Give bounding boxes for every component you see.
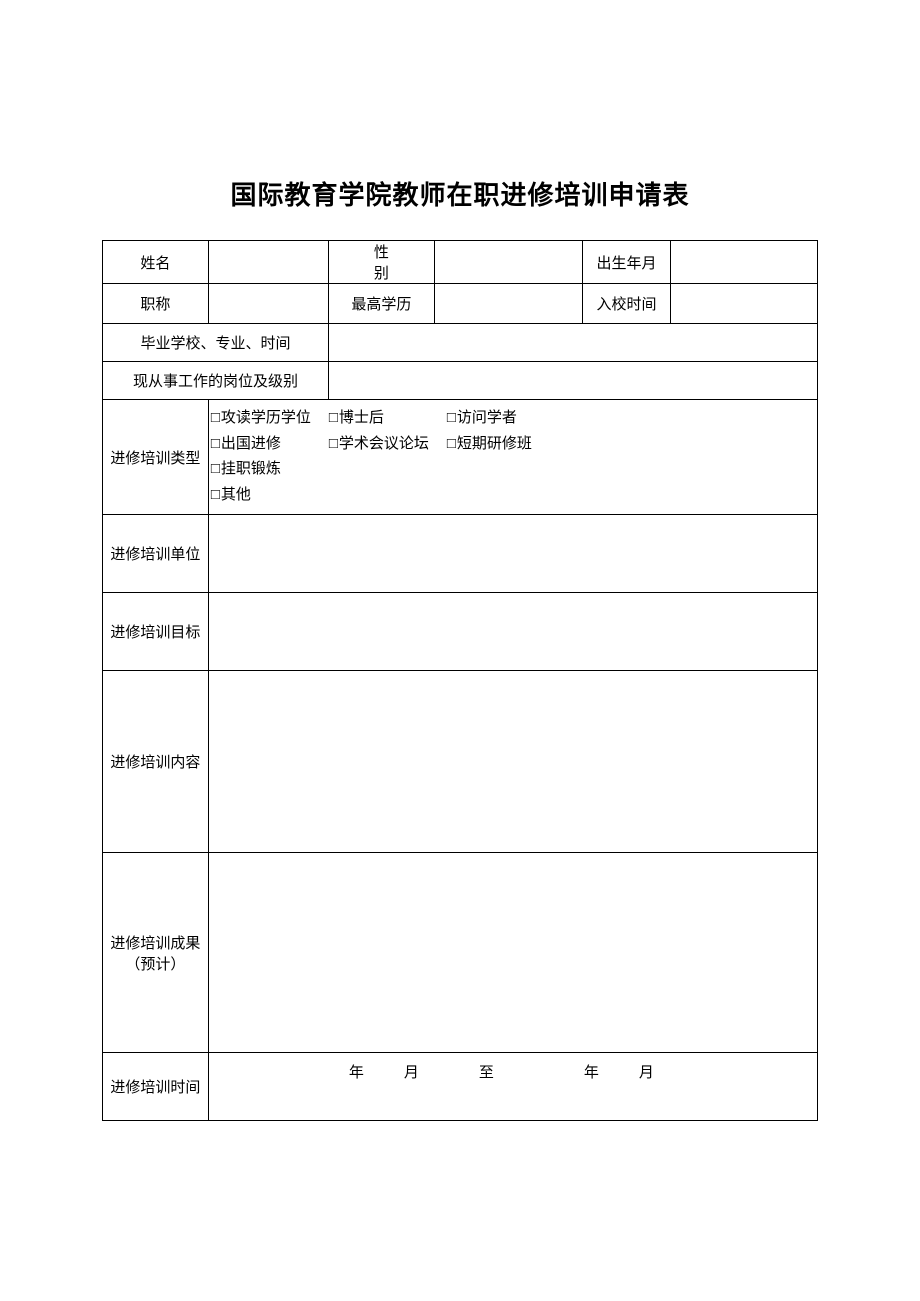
table-row: 进修培训内容 xyxy=(103,671,818,853)
label-train-type: 进修培训类型 xyxy=(103,400,209,515)
checkbox-icon: □ xyxy=(329,432,338,458)
label-grad-info: 毕业学校、专业、时间 xyxy=(103,324,329,362)
value-position[interactable] xyxy=(328,362,817,400)
label-train-content: 进修培训内容 xyxy=(103,671,209,853)
table-row: 进修培训单位 xyxy=(103,515,818,593)
label-education: 最高学历 xyxy=(328,284,434,324)
value-grad-info[interactable] xyxy=(328,324,817,362)
value-train-result[interactable] xyxy=(208,853,817,1053)
table-row: 进修培训类型 □攻读学历学位 □博士后 □访问学者 □出国进修 □学术会议论坛 … xyxy=(103,400,818,515)
value-gender[interactable] xyxy=(434,241,582,284)
checkbox-option[interactable]: □攻读学历学位 xyxy=(211,406,329,432)
value-train-content[interactable] xyxy=(208,671,817,853)
value-education[interactable] xyxy=(434,284,582,324)
checkbox-option[interactable]: □出国进修 xyxy=(211,432,329,458)
application-form-table: 姓名 性 别 出生年月 职称 最高学历 入校时间 毕业学校、专业、时间 现从事工… xyxy=(102,240,818,1121)
checkbox-option[interactable]: □博士后 xyxy=(329,406,447,432)
checkbox-option[interactable]: □访问学者 xyxy=(447,406,577,432)
label-gender: 性 别 xyxy=(328,241,434,284)
value-join-date[interactable] xyxy=(671,284,818,324)
value-train-goal[interactable] xyxy=(208,593,817,671)
label-name: 姓名 xyxy=(103,241,209,284)
checkbox-icon: □ xyxy=(211,483,220,509)
value-birth[interactable] xyxy=(671,241,818,284)
checkbox-icon: □ xyxy=(211,457,220,483)
value-title-rank[interactable] xyxy=(208,284,328,324)
label-train-goal: 进修培训目标 xyxy=(103,593,209,671)
form-title: 国际教育学院教师在职进修培训申请表 xyxy=(102,175,818,212)
value-name[interactable] xyxy=(208,241,328,284)
label-birth: 出生年月 xyxy=(582,241,671,284)
label-join-date: 入校时间 xyxy=(582,284,671,324)
checkbox-icon: □ xyxy=(329,406,338,432)
table-row: 姓名 性 别 出生年月 xyxy=(103,241,818,284)
label-train-result: 进修培训成果 （预计） xyxy=(103,853,209,1053)
table-row: 现从事工作的岗位及级别 xyxy=(103,362,818,400)
checkbox-icon: □ xyxy=(211,432,220,458)
checkbox-option[interactable]: □挂职锻炼 xyxy=(211,457,329,483)
checkbox-option[interactable]: □短期研修班 xyxy=(447,432,577,458)
value-train-type: □攻读学历学位 □博士后 □访问学者 □出国进修 □学术会议论坛 □短期研修班 … xyxy=(208,400,817,515)
label-train-unit: 进修培训单位 xyxy=(103,515,209,593)
table-row: 毕业学校、专业、时间 xyxy=(103,324,818,362)
checkbox-icon: □ xyxy=(447,432,456,458)
label-position: 现从事工作的岗位及级别 xyxy=(103,362,329,400)
table-row: 进修培训目标 xyxy=(103,593,818,671)
checkbox-option[interactable]: □学术会议论坛 xyxy=(329,432,447,458)
checkbox-icon: □ xyxy=(211,406,220,432)
label-title-rank: 职称 xyxy=(103,284,209,324)
checkbox-option[interactable]: □其他 xyxy=(211,483,329,509)
value-train-time[interactable]: 年月至年月 xyxy=(208,1053,817,1121)
table-row: 进修培训成果 （预计） xyxy=(103,853,818,1053)
table-row: 职称 最高学历 入校时间 xyxy=(103,284,818,324)
table-row: 进修培训时间 年月至年月 xyxy=(103,1053,818,1121)
value-train-unit[interactable] xyxy=(208,515,817,593)
label-train-time: 进修培训时间 xyxy=(103,1053,209,1121)
checkbox-icon: □ xyxy=(447,406,456,432)
